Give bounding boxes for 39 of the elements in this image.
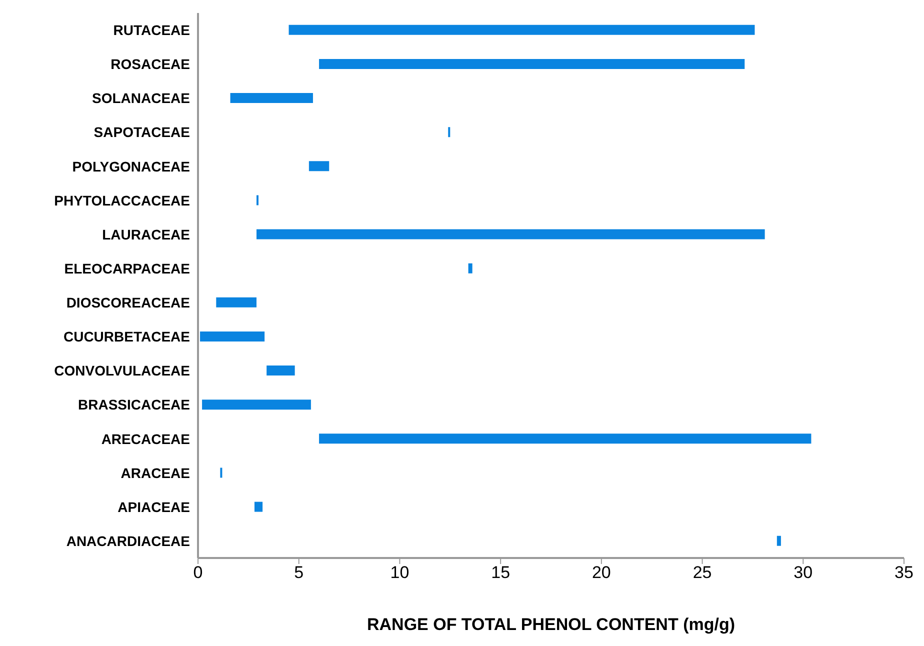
x-tick-label: 25 <box>692 563 712 582</box>
x-tick-label: 5 <box>294 563 304 582</box>
y-tick-label: ROSACEAE <box>110 56 190 72</box>
y-tick-label: CUCURBETACEAE <box>63 328 190 345</box>
x-tick-label: 10 <box>390 563 410 582</box>
bar <box>216 297 256 308</box>
bar <box>266 366 295 376</box>
bar <box>200 331 265 342</box>
y-tick-label: CONVOLVULACEAE <box>54 362 190 379</box>
x-tick-label: 20 <box>592 563 611 582</box>
y-tick-label: ARACEAE <box>120 464 190 481</box>
bar <box>319 58 745 69</box>
y-tick-label: SAPOTACEAE <box>94 124 190 140</box>
y-tick-label: POLYGONACEAE <box>72 158 190 174</box>
y-tick-label: RUTACEAE <box>113 22 190 38</box>
bar <box>319 434 812 444</box>
bar <box>468 263 472 274</box>
y-tick-label: SOLANACEAE <box>92 90 190 106</box>
y-tick-label: PHYTOLACCACEAE <box>54 192 190 208</box>
y-tick-label: ARECACEAE <box>101 430 190 447</box>
x-tick-label: 0 <box>193 563 203 582</box>
y-tick-label: ANACARDIACEAE <box>66 532 190 549</box>
bar <box>230 93 313 104</box>
y-tick-label: APIACEAE <box>118 498 190 515</box>
bar <box>254 502 263 512</box>
x-tick-label: 35 <box>894 563 914 582</box>
y-tick-label: LAURACEAE <box>102 226 190 242</box>
bar <box>256 195 259 206</box>
x-axis-title: RANGE OF TOTAL PHENOL CONTENT (mg/g) <box>366 615 736 634</box>
y-tick-label: DIOSCOREACEAE <box>66 294 190 310</box>
x-tick-label: 15 <box>491 563 510 582</box>
y-tick-label: BRASSICACEAE <box>78 396 190 413</box>
bar <box>202 400 311 410</box>
bar <box>288 24 755 35</box>
x-tick-label: 30 <box>794 563 813 582</box>
bar <box>256 229 765 240</box>
bar <box>308 161 330 172</box>
y-tick-label: ELEOCARPACEAE <box>64 260 190 276</box>
bar <box>776 536 781 546</box>
